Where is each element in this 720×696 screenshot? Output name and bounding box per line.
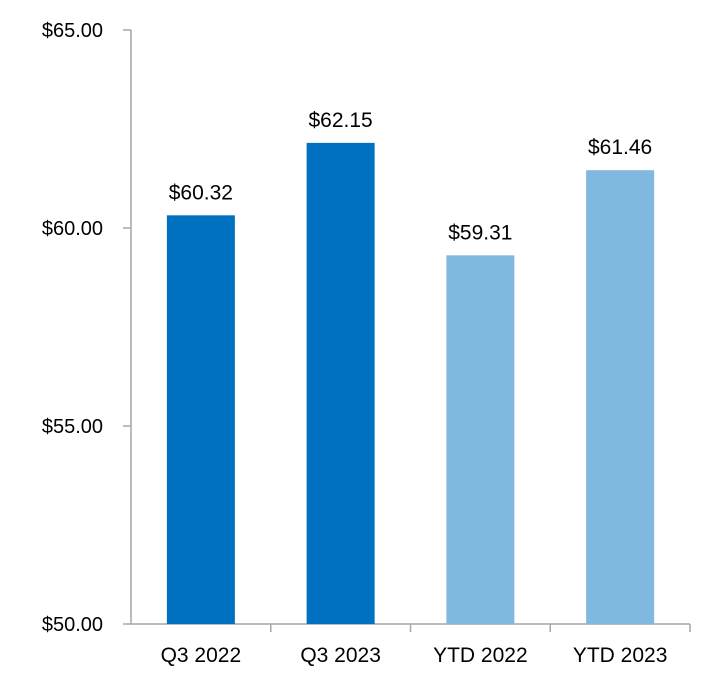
y-tick-label: $50.00	[42, 614, 103, 636]
bar-q3-2023	[306, 142, 375, 625]
data-label: $60.32	[169, 181, 233, 204]
bars	[166, 142, 655, 625]
y-axis-ticks: $50.00 $55.00 $60.00 $65.00	[42, 20, 131, 636]
y-tick-label: $65.00	[42, 20, 103, 42]
data-label: $61.46	[588, 136, 652, 159]
y-tick-label: $60.00	[42, 218, 103, 240]
y-tick-label: $55.00	[42, 416, 103, 438]
bar-ytd-2022	[446, 255, 515, 624]
x-axis-ticks: Q3 2022 Q3 2023 YTD 2022 YTD 2023	[161, 624, 691, 667]
bar-q3-2022	[166, 215, 235, 624]
data-label: $62.15	[309, 109, 373, 132]
x-tick-label: Q3 2023	[300, 644, 381, 667]
data-labels: $60.32 $62.15 $59.31 $61.46	[169, 109, 652, 244]
x-tick-label: YTD 2022	[433, 644, 528, 667]
x-tick-label: YTD 2023	[573, 644, 668, 667]
x-tick-label: Q3 2022	[161, 644, 242, 667]
data-label: $59.31	[448, 221, 512, 244]
bar-ytd-2023	[586, 170, 655, 624]
